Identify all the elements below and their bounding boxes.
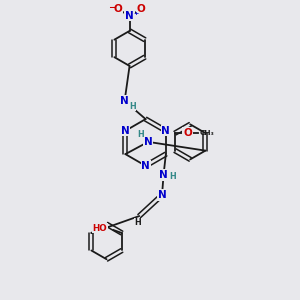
Text: N: N [158, 190, 167, 200]
Text: HO: HO [92, 224, 107, 233]
Text: N: N [161, 126, 170, 136]
Text: O: O [137, 4, 146, 14]
Text: N: N [159, 170, 168, 180]
Text: H: H [137, 130, 144, 140]
Text: CH₃: CH₃ [199, 130, 214, 136]
Text: H: H [134, 218, 141, 227]
Text: H: H [169, 172, 176, 181]
Text: O: O [183, 128, 192, 138]
Text: O: O [113, 4, 122, 14]
Text: +: + [134, 11, 139, 16]
Text: N: N [125, 11, 134, 21]
Text: N: N [141, 161, 150, 171]
Text: N: N [144, 137, 152, 147]
Text: −: − [108, 3, 116, 12]
Text: N: N [121, 126, 130, 136]
Text: N: N [120, 96, 129, 106]
Text: H: H [129, 102, 136, 111]
